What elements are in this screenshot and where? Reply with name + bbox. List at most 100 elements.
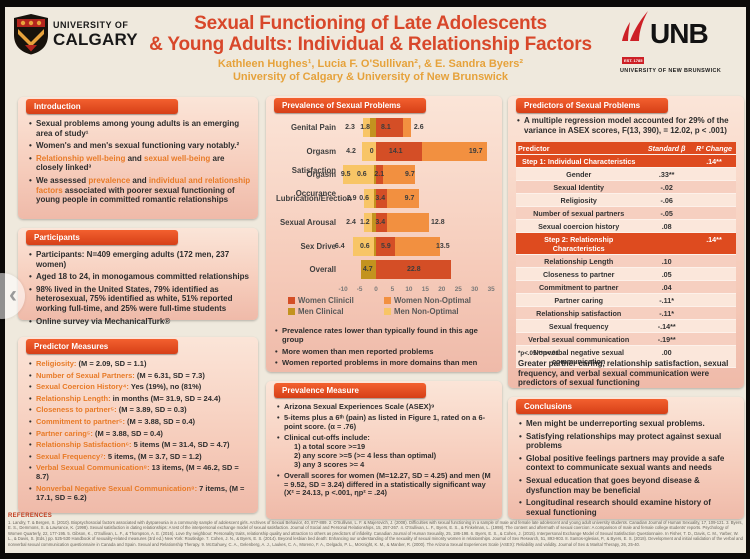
table-row: Partner caring -.11* [516, 294, 736, 307]
table-cell [692, 181, 736, 193]
unb-logo-line: UNIVERSITY OF NEW BRUNSWICK [620, 68, 722, 74]
bar-women-nonoptimal [422, 141, 488, 161]
bar-value-label: 0 [369, 147, 374, 155]
table-header-cell: Standard β [647, 143, 686, 153]
legend-label: Women Non-Optimal [394, 296, 471, 305]
bar-value-label: 0.6 [359, 242, 370, 250]
table-cell: .05 [661, 269, 672, 279]
bullet-text: are closely linked³ [36, 153, 225, 173]
table-cell [692, 255, 736, 267]
bar-value-label: 19.7 [468, 147, 483, 155]
table-cell: Nonverbal negative sexual communication [533, 347, 625, 366]
bar-value-label: 4.2 [346, 147, 356, 155]
measure-value: (M = 3.89, SD = 0.3) [116, 405, 187, 415]
bullet-text: Sexual problems among young adults is an… [36, 119, 240, 138]
legend-swatch [288, 308, 295, 315]
unb-est-badge: EST. 1785 [622, 57, 645, 64]
conclusions-header: Conclusions [516, 399, 668, 414]
bar-women-clinical [376, 118, 403, 137]
bar-value-label: 1.8 [360, 124, 370, 131]
x-axis-tick: 30 [471, 285, 479, 293]
bullet-text: and [125, 153, 145, 163]
chart-note: Women reported problems in more domains … [274, 358, 496, 368]
predictors-summary: Greater partner caring, relationship sat… [518, 359, 729, 388]
bar-value-label: 6.4 [334, 242, 345, 250]
x-axis-tick: -5 [356, 285, 363, 293]
bar-men-clinical [374, 189, 376, 209]
table-cell [641, 155, 692, 167]
x-axis-tick: 35 [487, 285, 495, 293]
x-axis-tick: 15 [421, 285, 429, 293]
bar-value-label: 2.6 [413, 124, 424, 131]
bar-men-clinical [374, 165, 376, 185]
prevalence-measure-item: Clinical cut-offs include:1) a total sco… [276, 433, 495, 469]
legend-swatch [384, 308, 391, 315]
table-cell: Closeness to partner [542, 269, 615, 279]
predictor-measure-item: Relationship Satisfaction⁶: 5 items (M =… [28, 440, 251, 449]
legend-swatch [384, 297, 391, 304]
chart-category-label: Lubrication/Erection [276, 194, 352, 204]
bullet-item: Online survey via MechanicalTurk® [28, 317, 251, 327]
bar-value-label: 9.7 [404, 195, 415, 203]
authors: Kathleen Hughes¹, Lucia F. O'Sullivan², … [217, 58, 524, 70]
bar-value-label: 2.9 [346, 195, 357, 203]
bar-value-label: 4.7 [362, 266, 373, 274]
table-cell: Step 1: Individual Characteristics [521, 156, 636, 166]
table-cell: Partner caring [554, 295, 604, 305]
bar-men-nonoptimal [364, 189, 375, 209]
predictor-measure-item: Relationship Length: in months (M= 31.9,… [28, 394, 251, 403]
bullet-text: prevalence [88, 175, 131, 185]
chart-notes-list: Prevalence rates lower than typically fo… [274, 326, 496, 370]
legend-item: Women Non-Optimal [384, 296, 504, 305]
chart-category-label: Orgasm Occurance [295, 170, 336, 199]
references-text: 1. Landry, T. & Bergen, S. (2010). Biops… [8, 520, 744, 547]
measure-subitem: 2) any score >=5 (>= 4 less than optimal… [294, 450, 437, 460]
bar-men-nonoptimal [362, 118, 371, 137]
predictor-measure-item: Sexual Coercion History⁴: Yes (19%), no … [28, 382, 251, 391]
references-heading: REFERENCES [8, 513, 53, 519]
table-row: Relationship satisfaction -.11* [516, 307, 736, 320]
bar-value-label: 14.1 [388, 147, 403, 155]
measure-subitem: 3) any 3 scores >= 4 [294, 459, 365, 469]
x-axis-tick: 0 [374, 285, 378, 293]
affiliation: University of Calgary & University of Ne… [232, 71, 509, 83]
x-axis-tick: 20 [438, 285, 446, 293]
predictor-measures-panel: Predictor Measures Religiosity: (M = 2.0… [18, 337, 258, 513]
measure-value: 7 items, (M = 17.1, SD = 6.2) [36, 483, 245, 502]
prevalence-measure-item: 5-items plus a 6ᵗʰ (pain) as listed in F… [276, 413, 495, 432]
bar-women-clinical [376, 141, 423, 161]
table-row: Relationship Length .10 [516, 255, 736, 268]
bar-value-label: 13.5 [435, 242, 450, 250]
table-cell: Sexual Identity [553, 182, 605, 192]
measure-value: Yes (19%), no (81%) [128, 382, 202, 392]
table-row: Verbal sexual communication -.19** [516, 333, 736, 346]
table-cell: -.05 [660, 208, 673, 218]
conclusion-item: Sexual education that goes beyond diseas… [518, 476, 737, 495]
table-cell: Verbal sexual communication [528, 334, 630, 344]
table-step-row: Step 2: Relationship Characteristics .14*… [516, 233, 736, 255]
x-axis-tick: 25 [454, 285, 462, 293]
predictors-panel: Predictors of Sexual Problems A multiple… [508, 96, 744, 388]
measure-label: Religiosity: [36, 359, 77, 368]
bar-men-clinical [372, 212, 376, 232]
bar-value-label: 5.9 [380, 242, 391, 250]
measure-value: (M = 3.88, SD = 0.4) [124, 416, 195, 426]
table-cell [692, 207, 736, 219]
table-cell: Commitment to partner [538, 282, 619, 292]
predictor-measure-item: Religiosity: (M = 2.09, SD = 1.1) [28, 359, 251, 368]
poster-title-line2: & Young Adults: Individual & Relationshi… [149, 34, 592, 55]
calgary-shield-icon [14, 14, 48, 55]
table-row: Gender .33** [516, 168, 736, 181]
measure-label: Closeness to partner⁵: [36, 405, 117, 415]
bar-women-nonoptimal [382, 165, 415, 185]
bullet-text: associated with poorer sexual functionin… [36, 185, 235, 205]
chart-category-label: Sexual Arousal [279, 217, 336, 227]
table-row: Nonverbal negative sexual communication.… [516, 346, 736, 368]
prevalence-chart-panel: Prevalence of Sexual Problems Genital Pa… [266, 96, 502, 372]
bullet-item: We assessed prevalence and individual an… [28, 176, 251, 205]
table-row: Commitment to partner .04 [516, 281, 736, 294]
measure-value: 5 items (M = 31.4, SD = 4.7) [131, 440, 230, 450]
table-cell: .08 [661, 221, 672, 231]
introduction-panel: Introduction Sexual problems among young… [18, 97, 258, 219]
unb-logo: UNB EST. 1785 UNIVERSITY OF NEW BRUNSWIC… [620, 11, 738, 74]
